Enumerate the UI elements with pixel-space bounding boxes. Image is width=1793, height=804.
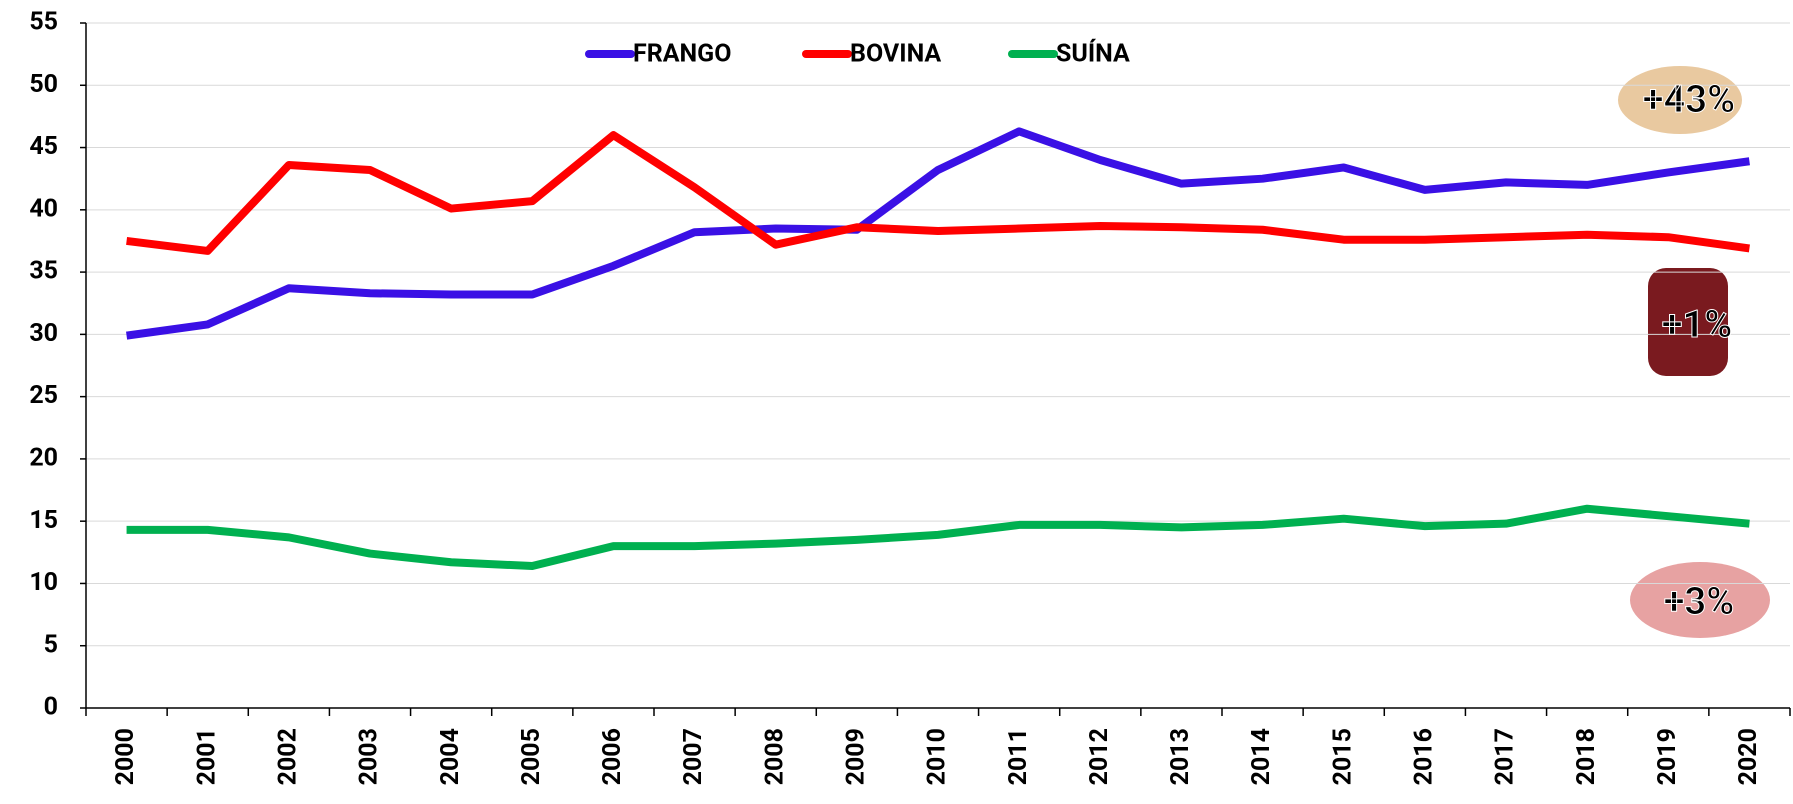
y-tick-label: 40 <box>29 194 58 223</box>
y-tick-label: 0 <box>44 693 58 722</box>
x-tick-label: 2009 <box>841 728 870 785</box>
x-tick-label: 2015 <box>1328 728 1357 785</box>
annotation: +43% <box>1643 78 1735 122</box>
x-tick-label: 2000 <box>111 728 140 785</box>
x-tick-label: 2007 <box>679 728 708 785</box>
y-tick-label: 25 <box>29 381 58 410</box>
x-tick-label: 2008 <box>760 728 789 785</box>
x-tick-label: 2006 <box>598 728 627 785</box>
y-tick-label: 45 <box>29 132 58 161</box>
legend-label: FRANGO <box>633 40 731 69</box>
x-tick-label: 2012 <box>1085 728 1114 785</box>
x-tick-label: 2013 <box>1166 728 1195 785</box>
x-tick-label: 2004 <box>436 728 465 785</box>
y-tick-label: 35 <box>29 257 58 286</box>
food-images <box>1618 66 1770 638</box>
x-tick-label: 2011 <box>1004 728 1033 785</box>
annotation: +3% <box>1664 580 1735 624</box>
x-tick-label: 2003 <box>355 728 384 785</box>
y-tick-label: 55 <box>29 8 58 37</box>
x-tick-label: 2002 <box>273 728 302 785</box>
y-tick-label: 50 <box>29 70 58 99</box>
series-line <box>126 504 1750 571</box>
y-tick-label: 30 <box>29 319 58 348</box>
beef-image <box>1648 268 1728 376</box>
x-tick-label: 2016 <box>1409 728 1438 785</box>
y-tick-label: 5 <box>44 630 58 659</box>
y-tick-label: 20 <box>29 444 58 473</box>
legend-label: SUÍNA <box>1056 38 1130 69</box>
series-line <box>126 127 1750 340</box>
x-tick-label: 2001 <box>192 728 221 785</box>
x-tick-label: 2005 <box>517 728 546 785</box>
pork-image <box>1630 562 1770 638</box>
x-tick-label: 2020 <box>1734 728 1763 785</box>
series-line <box>126 131 1750 255</box>
y-tick-label: 10 <box>29 568 58 597</box>
x-tick-label: 2018 <box>1572 728 1601 785</box>
x-tick-label: 2010 <box>923 728 952 785</box>
x-tick-label: 2014 <box>1247 728 1276 785</box>
chicken-image <box>1618 66 1742 134</box>
annotation: +1% <box>1662 303 1733 347</box>
y-tick-label: 15 <box>29 506 58 535</box>
x-tick-label: 2017 <box>1491 728 1520 785</box>
legend-label: BOVINA <box>850 40 941 69</box>
x-tick-label: 2019 <box>1653 728 1682 785</box>
